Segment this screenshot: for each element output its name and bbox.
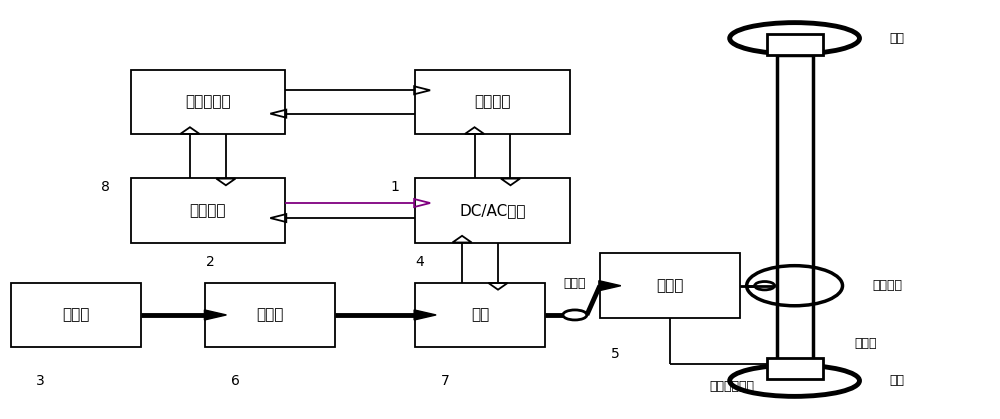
Polygon shape — [414, 310, 436, 320]
Text: 传动轴: 传动轴 — [564, 277, 586, 290]
Bar — [131, 178, 285, 243]
Text: DC/AC模块: DC/AC模块 — [459, 203, 526, 218]
Text: 主减速器: 主减速器 — [872, 279, 902, 292]
Text: 功率转换器: 功率转换器 — [185, 94, 231, 109]
Text: 3: 3 — [36, 374, 45, 388]
Bar — [205, 282, 335, 347]
Polygon shape — [599, 281, 621, 291]
Text: 变速箱: 变速箱 — [656, 278, 683, 293]
Text: 制动能量再生: 制动能量再生 — [710, 380, 755, 393]
Text: 7: 7 — [441, 374, 449, 388]
Text: 4: 4 — [416, 255, 424, 269]
Text: 发动机: 发动机 — [62, 308, 89, 323]
Text: 车轮: 车轮 — [889, 32, 904, 45]
Bar — [415, 178, 570, 243]
Text: 5: 5 — [610, 347, 619, 361]
Text: 镍氢电池: 镍氢电池 — [474, 94, 511, 109]
Text: 超级电容: 超级电容 — [190, 203, 226, 218]
Text: 8: 8 — [101, 179, 110, 194]
Text: 刹车盘: 刹车盘 — [855, 336, 877, 349]
Polygon shape — [204, 310, 226, 320]
Bar — [415, 282, 545, 347]
Ellipse shape — [730, 365, 860, 396]
Bar — [767, 34, 823, 55]
Ellipse shape — [730, 23, 860, 54]
Text: 1: 1 — [391, 179, 400, 194]
Bar — [767, 358, 823, 379]
Bar — [415, 70, 570, 134]
Bar — [600, 253, 740, 318]
Bar — [131, 70, 285, 134]
Text: 电机: 电机 — [471, 308, 489, 323]
Text: 6: 6 — [231, 374, 240, 388]
Text: 2: 2 — [206, 255, 215, 269]
Bar — [11, 282, 140, 347]
Text: 车轮: 车轮 — [889, 374, 904, 387]
Bar — [777, 55, 813, 364]
Text: 离合器: 离合器 — [257, 308, 284, 323]
